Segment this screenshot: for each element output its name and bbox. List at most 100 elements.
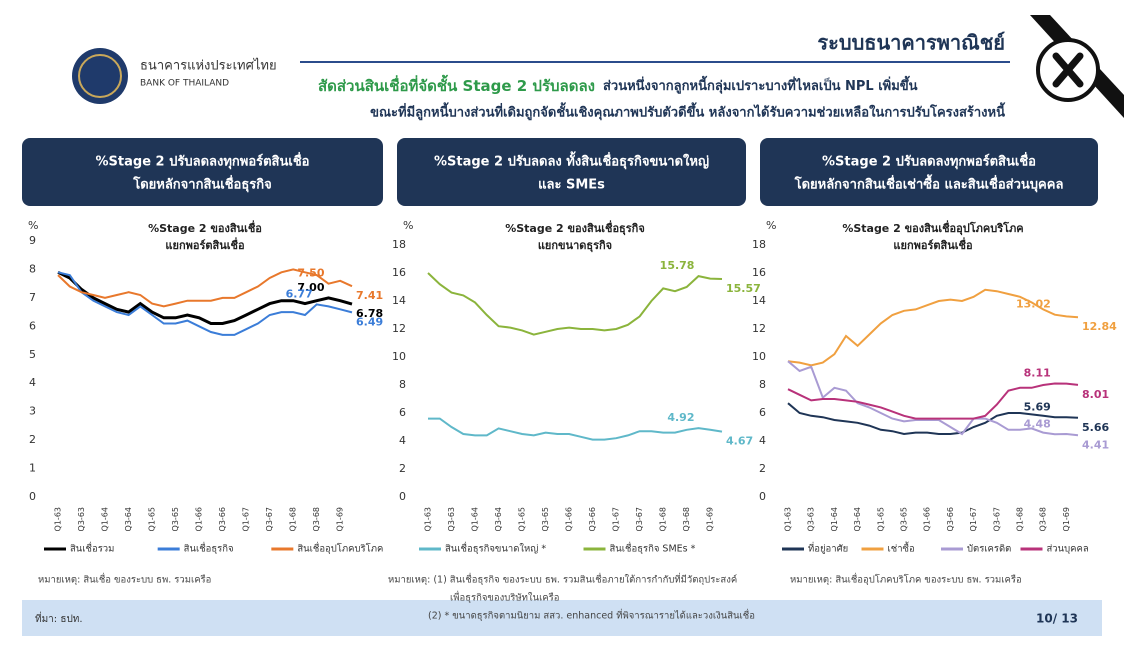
x-tick-label: Q1-66 <box>195 507 204 531</box>
panel-title: %Stage 2 ปรับลดลงทุกพอร์ตสินเชื่อ <box>822 152 1036 170</box>
y-axis-label: % <box>28 219 38 232</box>
x-tick-label: Q3-65 <box>171 507 180 531</box>
y-axis-label: % <box>766 219 776 232</box>
x-tick-label: Q1-65 <box>518 507 527 531</box>
headline-highlight: สัดส่วนสินเชื่อที่จัดชั้น Stage 2 ปรับลด… <box>318 74 595 95</box>
value-label: 15.57 <box>726 282 761 295</box>
series-line <box>787 382 1079 420</box>
value-label: 5.66 <box>1082 421 1109 434</box>
series-line <box>57 271 353 336</box>
y-tick-label: 8 <box>29 262 36 275</box>
y-tick-label: 0 <box>29 490 36 503</box>
x-tick-label: Q3-65 <box>541 507 550 531</box>
x-tick-label: Q1-64 <box>830 507 839 531</box>
x-tick-label: Q1-64 <box>101 507 110 531</box>
legend-label: สินเชื่อธุรกิจขนาดใหญ่ * <box>445 542 547 555</box>
y-tick-label: 0 <box>759 490 766 503</box>
x-tick-label: Q1-66 <box>923 507 932 531</box>
value-label: 6.78 <box>356 307 383 320</box>
value-label: 7.00 <box>297 281 324 294</box>
x-tick-label: Q1-69 <box>1062 507 1071 531</box>
x-tick-label: Q3-68 <box>1039 507 1048 531</box>
value-label: 4.48 <box>1024 417 1051 430</box>
x-tick-label: Q1-67 <box>969 507 978 531</box>
x-tick-label: Q1-69 <box>336 507 345 531</box>
headline: สัดส่วนสินเชื่อที่จัดชั้น Stage 2 ปรับลด… <box>318 74 918 95</box>
y-tick-label: 14 <box>752 294 766 307</box>
x-tick-label: Q3-65 <box>900 507 909 531</box>
x-tick-label: Q1-67 <box>612 507 621 531</box>
y-tick-label: 2 <box>759 462 766 475</box>
series-line <box>428 417 723 441</box>
x-tick-label: Q3-63 <box>447 507 456 531</box>
chart-subtitle: แยกขนาดธุรกิจ <box>538 239 612 253</box>
value-label: 4.41 <box>1082 438 1109 451</box>
value-label: 4.67 <box>726 435 753 448</box>
legend-label: สินเชื่อธุรกิจ SMEs * <box>609 542 695 555</box>
legend-label: ส่วนบุคคล <box>1047 544 1089 555</box>
y-tick-label: 10 <box>752 350 766 363</box>
y-tick-label: 3 <box>29 405 36 418</box>
x-tick-label: Q1-65 <box>148 507 157 531</box>
headline-line2: ขณะที่มีลูกหนี้บางส่วนที่เดิมถูกจัดชั้นเ… <box>370 102 1005 121</box>
x-tick-label: Q3-68 <box>312 507 321 531</box>
x-tick-label: Q1-65 <box>876 507 885 531</box>
x-tick-label: Q1-64 <box>471 507 480 531</box>
legend-label: สินเชื่อธุรกิจ <box>183 542 233 555</box>
y-tick-label: 2 <box>399 462 406 475</box>
x-tick-label: Q1-69 <box>706 507 715 531</box>
y-tick-label: 5 <box>29 348 36 361</box>
x-tick-label: Q1-68 <box>289 507 298 531</box>
y-tick-label: 8 <box>759 378 766 391</box>
x-tick-label: Q3-66 <box>218 507 227 531</box>
value-label: 6.77 <box>286 287 313 300</box>
y-tick-label: 18 <box>392 238 406 251</box>
x-tick-label: Q1-63 <box>54 507 63 531</box>
y-tick-label: 2 <box>29 433 36 446</box>
org-name: ธนาคารแห่งประเทศไทย <box>140 58 277 74</box>
panel-title: %Stage 2 ปรับลดลง ทั้งสินเชื่อธุรกิจขนาด… <box>434 151 709 170</box>
note: หมายเหตุ: สินเชื่ออุปโภคบริโภค ของระบบ ธ… <box>790 573 1022 586</box>
x-tick-label: Q1-63 <box>424 507 433 531</box>
panel-title: โดยหลักจากสินเชื่อเช่าซื้อ และสินเชื่อส่… <box>794 174 1064 193</box>
series-line <box>787 402 1079 436</box>
org-name-en: BANK OF THAILAND <box>140 79 229 89</box>
page-number: 10/ 13 <box>1036 612 1078 626</box>
y-tick-label: 8 <box>399 378 406 391</box>
x-tick-label: Q3-64 <box>853 507 862 531</box>
chart-title: %Stage 2 ของสินเชื่อธุรกิจ <box>505 220 645 236</box>
x-tick-label: Q3-63 <box>77 507 86 531</box>
chart-subtitle: แยกพอร์ตสินเชื่อ <box>165 237 244 252</box>
y-axis-label: % <box>403 219 413 232</box>
value-label: 7.41 <box>356 289 383 302</box>
x-tick-label: Q3-66 <box>946 507 955 531</box>
x-tick-label: Q3-64 <box>494 507 503 531</box>
panel-header <box>760 138 1098 206</box>
chart-title: %Stage 2 ของสินเชื่อ <box>148 220 262 235</box>
panel-header <box>22 138 383 206</box>
y-tick-label: 18 <box>752 238 766 251</box>
y-tick-label: 0 <box>399 490 406 503</box>
x-tick-label: Q3-68 <box>682 507 691 531</box>
x-tick-label: Q1-68 <box>1016 507 1025 531</box>
note: เพื่อธุรกิจของบริษัทในเครือ <box>450 591 559 604</box>
value-label: 8.01 <box>1082 388 1109 401</box>
value-label: 8.11 <box>1024 366 1051 379</box>
chart-subtitle: แยกพอร์ตสินเชื่อ <box>893 237 972 252</box>
chart-title: %Stage 2 ของสินเชื่ออุปโภคบริโภค <box>842 220 1023 236</box>
ribbon-icon <box>1052 52 1084 88</box>
y-tick-label: 10 <box>392 350 406 363</box>
legend-label: เช่าซื้อ <box>888 542 915 555</box>
series-line <box>57 270 353 325</box>
x-tick-label: Q1-67 <box>242 507 251 531</box>
logo <box>72 48 128 104</box>
section-title: ระบบธนาคารพาณิชย์ <box>817 31 1005 55</box>
y-tick-label: 12 <box>752 322 766 335</box>
y-tick-label: 14 <box>392 294 406 307</box>
value-label: 13.02 <box>1016 298 1051 311</box>
value-label: 4.92 <box>667 411 694 424</box>
x-tick-label: Q3-67 <box>635 507 644 531</box>
y-tick-label: 4 <box>759 434 766 447</box>
